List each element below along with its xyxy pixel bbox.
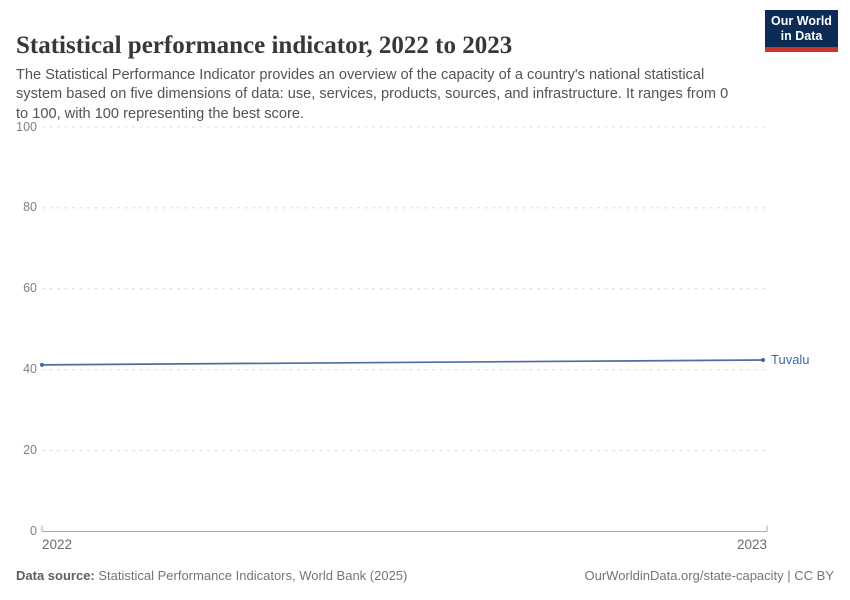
- owid-logo-line2: in Data: [780, 28, 823, 43]
- chart-footer: Data source: Statistical Performance Ind…: [16, 568, 834, 583]
- y-axis-tick-label: 100: [16, 119, 37, 134]
- y-axis-tick-label: 40: [23, 362, 37, 377]
- owid-url-license-link[interactable]: OurWorldinData.org/state-capacity | CC B…: [584, 568, 834, 583]
- owid-logo-line1: Our World: [771, 14, 832, 28]
- page-title: Statistical performance indicator, 2022 …: [16, 31, 513, 59]
- chart-subtitle: The Statistical Performance Indicator pr…: [16, 66, 729, 122]
- series-label-tuvalu: Tuvalu: [771, 351, 810, 367]
- data-source-text: Statistical Performance Indicators, Worl…: [94, 568, 408, 583]
- data-point-marker: [761, 357, 765, 362]
- owid-logo[interactable]: Our World in Data: [765, 10, 838, 52]
- x-axis-tick-2022: 2022: [42, 537, 73, 552]
- data-source-note: Data source: Statistical Performance Ind…: [16, 568, 407, 583]
- data-line-tuvalu: [41, 359, 764, 366]
- y-axis-tick-label: 60: [23, 281, 37, 296]
- y-axis-tick-label: 0: [30, 524, 37, 538]
- y-axis-tick-label: 20: [23, 443, 37, 458]
- data-source-label: Data source:: [16, 568, 95, 583]
- x-axis-tick-2023: 2023: [736, 537, 767, 552]
- y-axis-tick-label: 80: [23, 200, 37, 215]
- data-point-marker: [40, 362, 44, 367]
